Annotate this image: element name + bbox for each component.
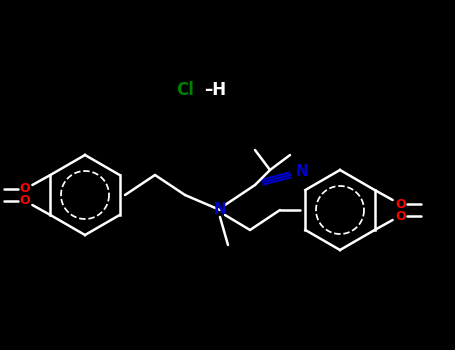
Text: –H: –H: [204, 81, 226, 99]
Text: O: O: [19, 195, 30, 208]
Text: N: N: [296, 164, 308, 180]
Text: O: O: [19, 182, 30, 196]
Text: O: O: [395, 197, 406, 210]
Text: N: N: [214, 203, 227, 217]
Text: O: O: [395, 210, 406, 223]
Text: Cl: Cl: [176, 81, 194, 99]
